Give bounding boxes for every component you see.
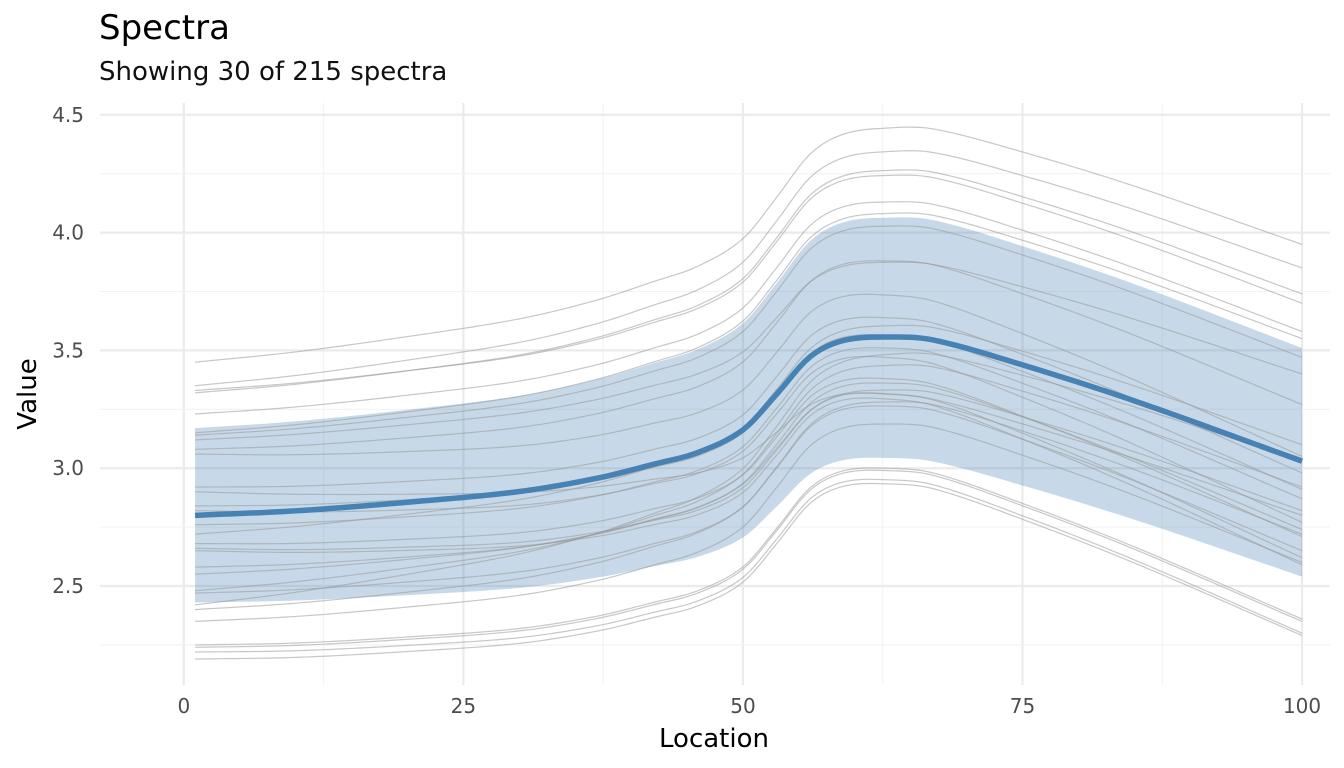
spectrum-line [195, 260, 1303, 450]
spectrum-line [195, 392, 1303, 516]
spectrum-line [194, 126, 1303, 363]
spectrum-line [194, 150, 1303, 387]
y-axis-title: Value [13, 358, 43, 429]
x-tick-label: 50 [730, 694, 755, 718]
spectrum-line [195, 467, 1303, 646]
y-tick-label: 2.5 [52, 574, 84, 598]
spectrum-line [195, 377, 1303, 545]
spectrum-line [195, 482, 1303, 660]
spectrum-line [195, 212, 1303, 434]
spectrum-line [195, 174, 1303, 392]
x-tick-label: 100 [1283, 694, 1321, 718]
spectrum-line [195, 397, 1303, 566]
y-tick-label: 3.5 [52, 338, 84, 362]
spectrum-line [195, 392, 1303, 559]
x-axis-title: Location [659, 724, 769, 754]
spectrum-line [194, 352, 1303, 606]
spectrum-line [195, 225, 1303, 436]
chart-subtitle: Showing 30 of 215 spectra [99, 57, 448, 87]
spectra-lines-layer [194, 126, 1303, 660]
spectrum-line [195, 382, 1303, 568]
spectrum-line [195, 355, 1303, 523]
spectrum-line [195, 389, 1303, 575]
spectrum-line [195, 469, 1303, 648]
x-tick-label: 0 [177, 694, 190, 718]
spectrum-line [195, 423, 1303, 622]
chart-title: Spectra [99, 8, 230, 48]
mean-line-layer [194, 334, 1303, 519]
y-tick-label: 4.5 [52, 103, 84, 127]
spectrum-line [195, 316, 1303, 488]
x-tick-label: 75 [1010, 694, 1035, 718]
axis-ticks: 0 25 50 75 100 2.5 3.0 3.5 4.0 4.5 [52, 103, 1321, 718]
spectrum-line [195, 401, 1303, 611]
y-tick-label: 3.0 [52, 456, 84, 480]
x-tick-label: 25 [451, 694, 476, 718]
spectrum-line [195, 293, 1303, 457]
spectrum-line [195, 201, 1303, 415]
spectrum-line [194, 364, 1303, 592]
spectrum-line [195, 261, 1303, 441]
spectrum-line [195, 347, 1303, 526]
y-tick-label: 4.0 [52, 221, 84, 245]
grid-lines [100, 103, 1330, 685]
mean-line [194, 334, 1303, 519]
spectrum-line [195, 478, 1303, 653]
